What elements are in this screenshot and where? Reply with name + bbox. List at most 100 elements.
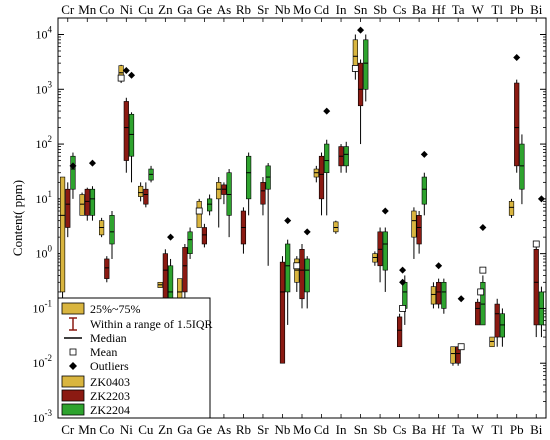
box-zk0403-sb [372,251,378,266]
legend-iqr-swatch [61,302,85,315]
mean-marker [477,288,485,296]
box-zk2204-nb [284,217,292,325]
box-zk0403-in [333,220,339,234]
box-zk2204-mo [303,228,311,309]
top-label-cu: Cu [138,2,154,17]
iqr-box [450,346,456,364]
bottom-label-w: W [472,422,485,437]
y-tick-label: 101 [36,189,53,206]
box-zk2204-ga [187,227,193,259]
legend-series-1-swatch [61,389,85,402]
iqr-box [343,146,349,167]
box-zk2204-tl [499,308,506,347]
outlier-marker [399,278,407,286]
box-zk0403-ba [411,207,417,259]
iqr-box [441,281,447,309]
iqr-box [436,281,442,305]
box-zk2203-sn [357,26,365,145]
mean-marker [532,240,540,248]
top-label-hf: Hf [432,2,446,17]
box-zk0403-mn [79,192,85,216]
iqr-box [416,215,422,245]
legend-series-2-label: ZK2204 [90,403,130,417]
bottom-label-ba: Ba [412,422,427,437]
iqr-box [182,247,188,293]
top-label-tl: Tl [491,2,503,17]
iqr-box [508,201,515,216]
outlier-marker [435,262,443,270]
outlier-marker [69,162,77,170]
mean-marker [351,65,359,72]
box-zk2203-pb [513,54,521,173]
box-zk2204-bi [537,195,545,338]
bottom-label-sn: Sn [354,422,368,437]
bottom-label-mn: Mn [78,422,97,437]
iqr-box [304,258,310,293]
outlier-marker [128,71,136,79]
outlier-marker [122,67,130,75]
outlier-marker [479,223,487,231]
iqr-box [333,221,339,233]
outlier-marker [284,217,292,225]
box-zk2204-w [479,223,487,326]
box-zk0403-cu [138,182,144,202]
box-zk0403-ge [195,198,203,228]
box-zk0403-hf [430,282,437,309]
box-zk2204-as [226,169,232,238]
bottom-label-zn: Zn [158,422,173,437]
bottom-label-sr: Sr [257,422,269,437]
box-zk2204-ni [128,71,136,183]
bottom-label-tl: Tl [491,422,503,437]
bottom-label-ge: Ge [197,422,212,437]
bottom-label-in: In [336,422,347,437]
box-zk2204-sb [381,207,389,292]
top-label-sn: Sn [354,2,368,17]
top-label-cd: Cd [314,2,330,17]
y-tick-label: 104 [36,24,53,41]
mean-marker [399,305,407,312]
legend-iqr-label: 25%~75% [90,302,140,316]
top-label-pb: Pb [510,2,524,17]
box-zk2203-ni [122,67,130,173]
y-axis-ticks: 10-3 10-2 10-1 100 101 102 103 104 [33,18,546,425]
bottom-label-sb: Sb [373,422,387,437]
y-tick-label: 10-1 [33,298,53,315]
y-tick-label: 10-3 [33,408,53,425]
bottom-label-as: As [217,422,231,437]
bottom-label-ta: Ta [452,422,465,437]
box-zk2203-hf [435,262,443,309]
bottom-label-co: Co [99,422,114,437]
box-zk2203-rb [240,207,247,254]
top-label-sr: Sr [257,2,269,17]
mean-marker [195,207,203,215]
top-label-zn: Zn [158,2,173,17]
box-zk2203-ge [201,223,208,248]
top-label-ba: Ba [412,2,427,17]
box-zk2203-cr [65,182,71,238]
mean-marker [293,262,301,270]
box-zk0403-ta [450,346,456,366]
top-label-bi: Bi [530,2,543,17]
outlier-marker [513,54,521,62]
top-category-labels: Cr Mn Co Ni Cu Zn Ga Ge As Rb Sr Nb Mo Cd In Sn Sb Cs Ba Hf… [61,2,543,17]
box-zk2204-sn [363,34,369,102]
iqr-box [65,188,71,228]
box-zk2204-hf [441,278,447,314]
iqr-box [514,82,520,167]
top-label-as: As [217,2,231,17]
box-zk2203-cu [143,182,149,208]
bottom-label-cr: Cr [61,422,75,437]
top-label-ga: Ga [177,2,192,17]
iqr-box [138,185,144,197]
extra-points [399,266,485,351]
box-zk0403-sn [351,34,359,80]
bottom-category-labels: Cr Mn Co Ni Cu Zn Ga Ge As Rb Sr Nb Mo Cd In Sn Sb Cs Ba Hf… [61,422,543,437]
box-zk0403-zn [157,281,163,288]
bottom-label-ni: Ni [120,422,133,437]
legend-series-2-swatch [61,403,85,416]
iqr-box [279,261,286,364]
box-zk2203-cd [318,152,325,216]
box-zk2203-ba [416,211,422,254]
mean-marker [479,266,487,274]
